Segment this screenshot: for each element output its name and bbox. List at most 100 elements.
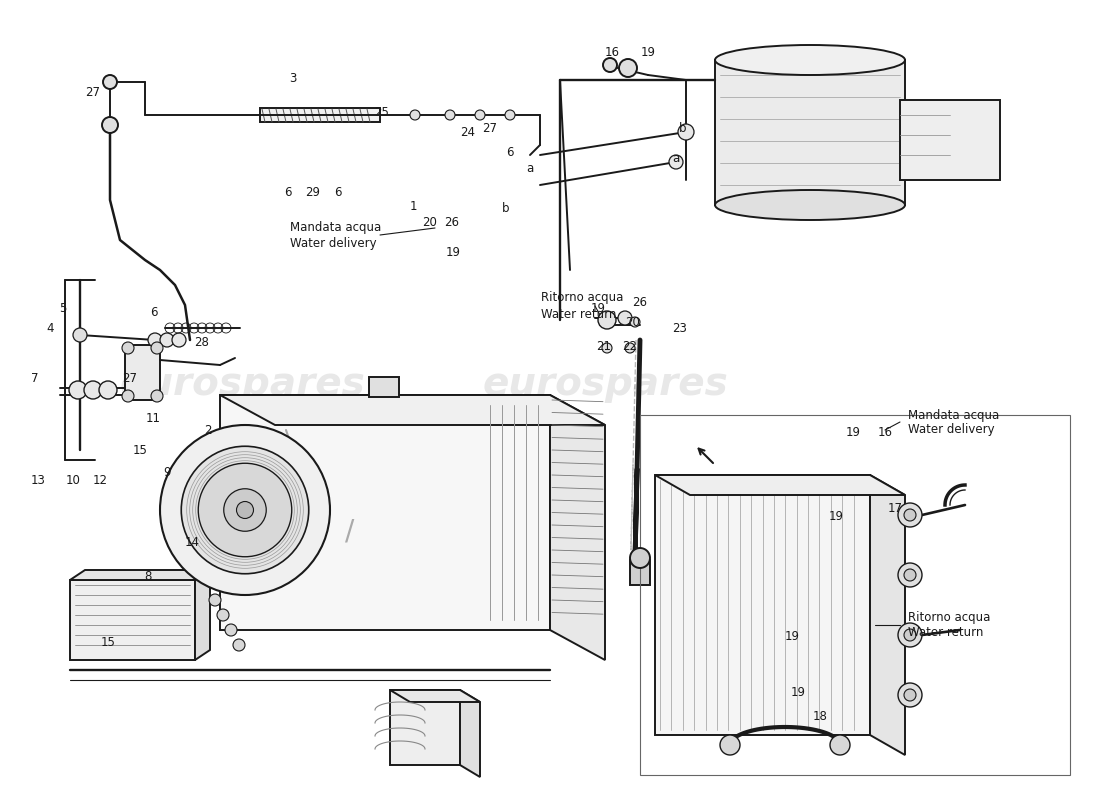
Text: Ritorno acqua: Ritorno acqua [541, 291, 624, 305]
Text: 16: 16 [878, 426, 892, 438]
Text: 2: 2 [205, 423, 211, 437]
Bar [390, 690, 460, 765]
Text: 28: 28 [195, 335, 209, 349]
Text: 6: 6 [506, 146, 514, 159]
Text: 20: 20 [626, 317, 640, 330]
Text: 4: 4 [46, 322, 54, 334]
Circle shape [630, 317, 640, 327]
Text: 14: 14 [185, 537, 199, 550]
Text: 27: 27 [483, 122, 497, 134]
Circle shape [602, 343, 612, 353]
Text: eurospares: eurospares [482, 365, 728, 403]
Bar [640, 415, 1070, 775]
Circle shape [223, 489, 266, 531]
Text: /: / [345, 518, 354, 546]
Text: 10: 10 [66, 474, 80, 486]
Text: 27: 27 [86, 86, 100, 98]
Polygon shape [195, 570, 210, 660]
Circle shape [73, 328, 87, 342]
Text: 19: 19 [640, 46, 656, 59]
Circle shape [69, 381, 87, 399]
Text: 3: 3 [289, 71, 297, 85]
Circle shape [217, 609, 229, 621]
Circle shape [630, 548, 650, 568]
Circle shape [904, 689, 916, 701]
Circle shape [505, 110, 515, 120]
Text: b: b [680, 122, 686, 134]
Polygon shape [390, 690, 480, 702]
Bar [70, 580, 195, 660]
Circle shape [209, 594, 221, 606]
Circle shape [182, 446, 309, 574]
Text: Mandata acqua: Mandata acqua [290, 221, 382, 234]
Bar [260, 108, 379, 122]
Circle shape [598, 311, 616, 329]
Circle shape [619, 59, 637, 77]
Polygon shape [70, 570, 210, 580]
Text: 13: 13 [31, 474, 45, 486]
Circle shape [830, 735, 850, 755]
Circle shape [151, 390, 163, 402]
Text: Ritorno acqua: Ritorno acqua [908, 611, 990, 625]
Polygon shape [220, 395, 605, 425]
Circle shape [233, 639, 245, 651]
Text: 7: 7 [31, 371, 38, 385]
Text: 19: 19 [784, 630, 800, 643]
Circle shape [160, 333, 174, 347]
Circle shape [678, 124, 694, 140]
Text: Water return: Water return [908, 626, 983, 639]
Circle shape [160, 425, 330, 595]
Circle shape [898, 503, 922, 527]
Text: 25: 25 [375, 106, 389, 119]
Text: eurospares: eurospares [119, 365, 365, 403]
Text: b: b [503, 202, 509, 214]
Text: Water delivery: Water delivery [290, 237, 376, 250]
Text: 26: 26 [444, 215, 460, 229]
Text: 23: 23 [672, 322, 688, 334]
Circle shape [904, 629, 916, 641]
Text: 16: 16 [605, 46, 619, 59]
Ellipse shape [715, 190, 905, 220]
Circle shape [122, 342, 134, 354]
Circle shape [148, 333, 162, 347]
Circle shape [226, 624, 236, 636]
Text: Water delivery: Water delivery [908, 423, 994, 437]
Text: Water return: Water return [541, 307, 616, 321]
Circle shape [103, 75, 117, 89]
Circle shape [898, 623, 922, 647]
Text: 22: 22 [623, 341, 638, 354]
Bar [368, 377, 398, 397]
Polygon shape [460, 690, 480, 777]
Text: 6: 6 [151, 306, 157, 318]
Text: 9: 9 [163, 466, 170, 479]
Circle shape [625, 343, 635, 353]
Bar [125, 345, 160, 400]
Circle shape [102, 117, 118, 133]
Text: 26: 26 [632, 297, 648, 310]
Text: 17: 17 [888, 502, 902, 514]
Text: a: a [527, 162, 534, 174]
Circle shape [618, 311, 632, 325]
Circle shape [603, 58, 617, 72]
Circle shape [151, 342, 163, 354]
Text: 6: 6 [284, 186, 292, 198]
Circle shape [122, 390, 134, 402]
Text: a: a [672, 151, 680, 165]
Text: 18: 18 [813, 710, 827, 723]
Text: 24: 24 [461, 126, 475, 139]
Circle shape [198, 463, 292, 557]
Polygon shape [870, 475, 905, 755]
Circle shape [904, 509, 916, 521]
Text: 15: 15 [133, 443, 147, 457]
Text: 27: 27 [122, 371, 138, 385]
Circle shape [99, 381, 117, 399]
Circle shape [84, 381, 102, 399]
Bar [630, 560, 650, 585]
Circle shape [475, 110, 485, 120]
Circle shape [236, 502, 253, 518]
Text: 12: 12 [92, 474, 108, 486]
Circle shape [410, 110, 420, 120]
Text: 19: 19 [791, 686, 805, 698]
Text: 6: 6 [334, 186, 342, 198]
Text: Mandata acqua: Mandata acqua [908, 409, 999, 422]
